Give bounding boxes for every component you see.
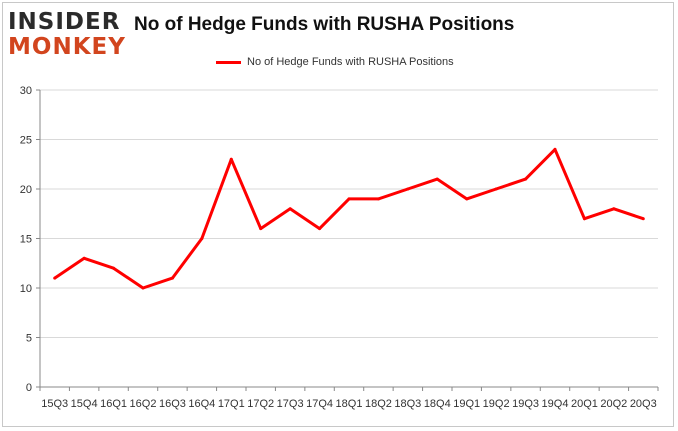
- data-point: [318, 227, 322, 231]
- y-tick-label: 30: [20, 85, 32, 97]
- axes: [36, 89, 659, 391]
- y-tick-label: 20: [20, 184, 32, 196]
- x-tick-label: 18Q2: [365, 398, 392, 410]
- y-tick-label: 10: [20, 283, 32, 295]
- x-tick-label: 20Q1: [571, 398, 598, 410]
- x-tick-label: 19Q1: [453, 398, 480, 410]
- x-tick-label: 19Q2: [483, 398, 510, 410]
- x-tick-label: 18Q3: [394, 398, 421, 410]
- data-point: [141, 286, 145, 290]
- data-point: [347, 197, 351, 201]
- data-point: [288, 207, 292, 211]
- logo-line-2: MONKEY: [8, 34, 126, 60]
- data-point: [553, 147, 557, 151]
- y-tick-label: 5: [26, 333, 32, 345]
- x-tick-label: 19Q4: [542, 398, 569, 410]
- data-point: [612, 207, 616, 211]
- logo-line-1: INSIDER: [8, 9, 121, 35]
- data-point: [376, 197, 380, 201]
- x-tick-label: 18Q4: [424, 398, 451, 410]
- legend-swatch: [216, 60, 241, 64]
- x-tick-label: 15Q4: [71, 398, 98, 410]
- x-tick-label: 16Q4: [188, 398, 215, 410]
- data-point: [200, 237, 204, 240]
- x-tick-label: 19Q3: [512, 398, 539, 410]
- data-point: [259, 227, 263, 231]
- insider-monkey-logo: INSIDER MONKEY: [8, 8, 128, 60]
- data-point: [435, 177, 439, 181]
- chart-frame: [2, 2, 674, 427]
- chart-title: No of Hedge Funds with RUSHA Positions: [134, 14, 515, 35]
- x-tick-label: 20Q3: [630, 398, 657, 410]
- x-tick-label: 15Q3: [41, 398, 68, 410]
- series-layer: [53, 147, 645, 290]
- x-tick-labels: 15Q3 15Q4 16Q1 16Q2 16Q3 16Q4 17Q1 17Q2 17Q3 17Q4…: [41, 398, 656, 410]
- x-tick-label: 20Q2: [600, 398, 627, 410]
- gridlines: [40, 89, 658, 338]
- y-tick-label: 15: [20, 234, 32, 246]
- x-tick-label: 17Q2: [247, 398, 274, 410]
- x-tick-label: 17Q3: [277, 398, 304, 410]
- data-point: [494, 187, 498, 191]
- y-tick-label: 0: [26, 382, 32, 394]
- data-point: [406, 187, 410, 191]
- x-tick-label: 17Q4: [306, 398, 333, 410]
- x-tick-label: 17Q1: [218, 398, 245, 410]
- data-point: [53, 276, 57, 280]
- x-tick-label: 16Q2: [130, 398, 157, 410]
- x-tick-label: 16Q3: [159, 398, 186, 410]
- data-point: [524, 177, 528, 181]
- data-point: [82, 256, 86, 260]
- y-tick-labels: 0 5 10 15 20 25 30: [20, 85, 32, 394]
- data-point: [465, 197, 469, 201]
- y-tick-label: 25: [20, 135, 32, 147]
- data-point: [112, 266, 116, 270]
- data-point: [170, 276, 174, 280]
- series-line: [53, 147, 644, 290]
- data-point: [229, 157, 233, 161]
- x-tick-label: 16Q1: [100, 398, 127, 410]
- chart-legend: No of Hedge Funds with RUSHA Positions: [216, 55, 454, 69]
- legend-label: No of Hedge Funds with RUSHA Positions: [247, 56, 454, 68]
- data-point: [641, 217, 645, 221]
- data-point: [582, 217, 586, 221]
- x-tick-label: 18Q1: [336, 398, 363, 410]
